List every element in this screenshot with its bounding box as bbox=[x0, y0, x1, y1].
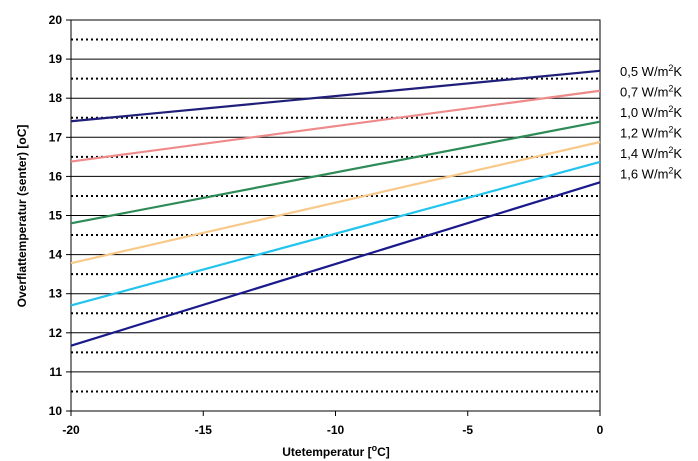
x-tick-label: 0 bbox=[597, 423, 604, 437]
tick-labels: 10 11 12 13 14 15 16 17 18 19 20 -20 -15 -10 -5 0 bbox=[49, 13, 604, 437]
series-line bbox=[70, 69, 601, 123]
series-lines bbox=[70, 69, 601, 347]
legend-entry: 0,7 W/m2K bbox=[620, 84, 682, 100]
series-line bbox=[70, 89, 601, 163]
legend: 0,5 W/m2K 0,7 W/m2K 1,0 W/m2K 1,2 W/m2K 1,4 … bbox=[620, 63, 682, 182]
legend-entry: 1,2 W/m2K bbox=[620, 125, 682, 141]
y-tick-label: 18 bbox=[49, 91, 63, 105]
y-tick-label: 16 bbox=[49, 169, 63, 183]
y-tick-label: 12 bbox=[49, 326, 63, 340]
series-line bbox=[70, 120, 601, 225]
series-line bbox=[70, 160, 601, 307]
legend-entry: 0,5 W/m2K bbox=[620, 63, 682, 79]
y-axis-title: Overflattemperatur (senter) [oC] bbox=[15, 125, 29, 308]
y-tick-label: 15 bbox=[49, 209, 63, 223]
axes bbox=[66, 19, 601, 416]
y-tick-label: 20 bbox=[49, 13, 63, 27]
legend-entry: 1,0 W/m2K bbox=[620, 104, 682, 120]
y-tick-label: 11 bbox=[49, 365, 62, 379]
y-tick-label: 10 bbox=[49, 404, 63, 418]
y-tick-label: 19 bbox=[49, 52, 63, 66]
legend-entry: 1,4 W/m2K bbox=[620, 145, 682, 161]
series-line bbox=[70, 140, 601, 265]
y-tick-label: 17 bbox=[49, 130, 63, 144]
x-tick-label: -5 bbox=[462, 423, 473, 437]
legend-entry: 1,6 W/m2K bbox=[620, 166, 682, 182]
x-axis-title: Utetemperatur [oC] bbox=[282, 443, 390, 459]
x-tick-label: -20 bbox=[62, 423, 80, 437]
series-line bbox=[70, 181, 601, 347]
x-tick-label: -15 bbox=[195, 423, 213, 437]
y-tick-label: 14 bbox=[49, 248, 63, 262]
y-tick-label: 13 bbox=[49, 287, 63, 301]
x-tick-label: -10 bbox=[327, 423, 345, 437]
